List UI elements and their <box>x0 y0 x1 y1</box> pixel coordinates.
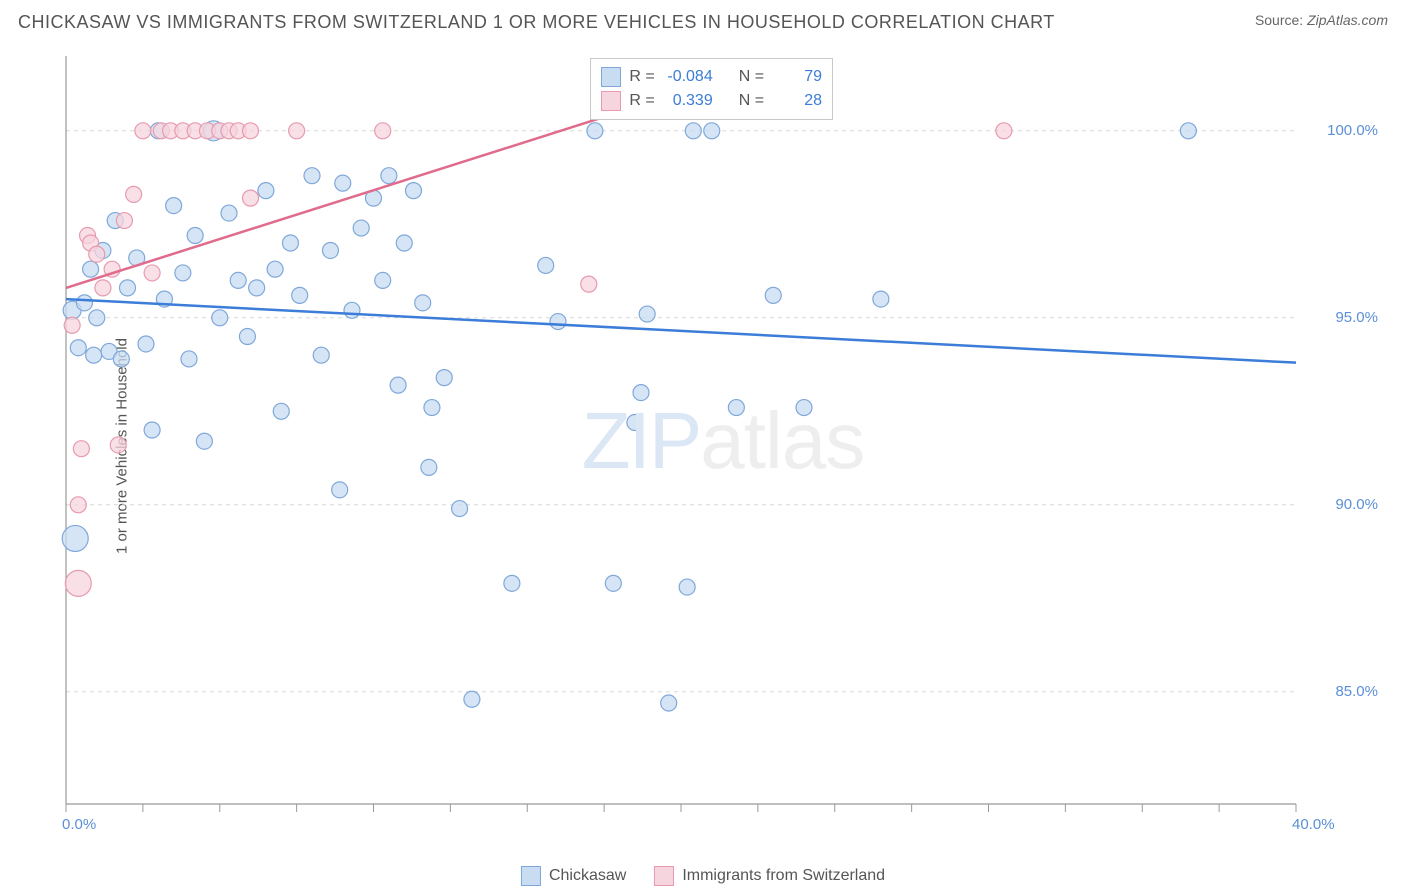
legend-swatch <box>521 866 541 886</box>
legend-label: Immigrants from Switzerland <box>682 867 885 885</box>
scatter-chart <box>60 50 1386 832</box>
y-tick-label: 100.0% <box>1327 122 1378 139</box>
n-value: 79 <box>772 68 822 86</box>
source-value: ZipAtlas.com <box>1307 12 1388 28</box>
x-tick-label: 40.0% <box>1292 816 1335 833</box>
legend-swatch <box>601 91 621 111</box>
bottom-legend: Chickasaw Immigrants from Switzerland <box>521 866 885 886</box>
y-tick-label: 85.0% <box>1335 683 1378 700</box>
source-attribution: Source: ZipAtlas.com <box>1255 12 1388 28</box>
legend-label: Chickasaw <box>549 867 626 885</box>
r-value: -0.084 <box>663 68 713 86</box>
r-value: 0.339 <box>663 92 713 110</box>
stats-legend-box: R = -0.084 N = 79 R = 0.339 N = 28 <box>590 58 833 120</box>
r-label: R = <box>629 92 654 110</box>
y-tick-label: 95.0% <box>1335 309 1378 326</box>
n-label: N = <box>739 68 764 86</box>
source-label: Source: <box>1255 12 1303 28</box>
y-tick-label: 90.0% <box>1335 496 1378 513</box>
n-label: N = <box>739 92 764 110</box>
legend-item: Immigrants from Switzerland <box>654 866 885 886</box>
legend-swatch <box>654 866 674 886</box>
plot-area: ZIPatlas R =-0.084N =79R =0.339N =28 85.… <box>60 50 1386 832</box>
n-value: 28 <box>772 92 822 110</box>
r-label: R = <box>629 68 654 86</box>
legend-item: Chickasaw <box>521 866 626 886</box>
stats-row: R = -0.084 N = 79 <box>601 65 822 89</box>
stats-row: R = 0.339 N = 28 <box>601 89 822 113</box>
chart-title: CHICKASAW VS IMMIGRANTS FROM SWITZERLAND… <box>18 12 1055 33</box>
legend-swatch <box>601 67 621 87</box>
x-tick-label: 0.0% <box>62 816 96 833</box>
